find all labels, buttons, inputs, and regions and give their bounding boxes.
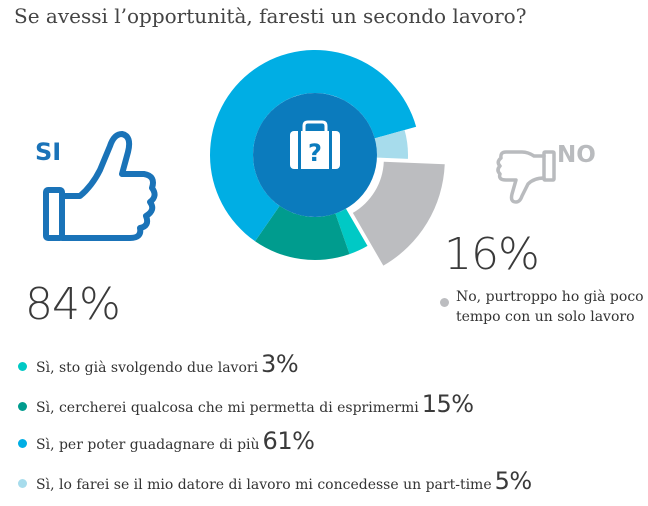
yes-total: 84% (25, 279, 121, 330)
legend-pct: 61% (262, 427, 315, 455)
donut-slice-no (352, 161, 445, 266)
thumbs-down-icon (496, 150, 556, 204)
svg-text:?: ? (308, 139, 322, 167)
donut-slice-parttime (374, 129, 409, 159)
legend-item-already: Sì, sto già svolgendo due lavori 3% (18, 350, 299, 378)
no-note-text: No, purtroppo ho già poco tempo con un s… (456, 287, 644, 327)
no-total: 16% (444, 229, 540, 280)
donut-slice-earn (209, 49, 417, 242)
legend-item-parttime: Sì, lo farei se il mio datore di lavoro … (18, 467, 532, 495)
legend-item-earn: Sì, per poter guadagnare di più 61% (18, 427, 315, 455)
thumbs-up-icon (43, 131, 158, 241)
page-title: Se avessi l’opportunità, faresti un seco… (14, 4, 527, 28)
legend-pct: 3% (261, 350, 299, 378)
legend-label: Sì, cercherei qualcosa che mi permetta d… (36, 400, 419, 416)
legend-dot (18, 439, 27, 448)
legend-dot (18, 402, 27, 411)
legend-pct: 15% (421, 390, 474, 418)
yes-label: SI (35, 138, 62, 166)
legend-label: Sì, lo farei se il mio datore di lavoro … (36, 477, 492, 493)
legend-pct: 5% (494, 467, 533, 495)
legend-item-express: Sì, cercherei qualcosa che mi permetta d… (18, 390, 474, 418)
legend-dot (18, 362, 27, 371)
donut-slice-express (255, 205, 350, 260)
legend-dot (18, 479, 27, 488)
no-note-dot (440, 298, 449, 307)
legend-label: Sì, per poter guadagnare di più (36, 437, 260, 453)
suitcase-question-icon: ? (290, 120, 340, 169)
donut-slices (209, 49, 445, 266)
no-note-line2: tempo con un solo lavoro (456, 309, 635, 325)
no-note-line1: No, purtroppo ho già poco (456, 289, 644, 305)
legend-label: Sì, sto già svolgendo due lavori (36, 360, 259, 376)
no-label: NO (557, 142, 596, 168)
donut-slice-already (335, 208, 368, 255)
